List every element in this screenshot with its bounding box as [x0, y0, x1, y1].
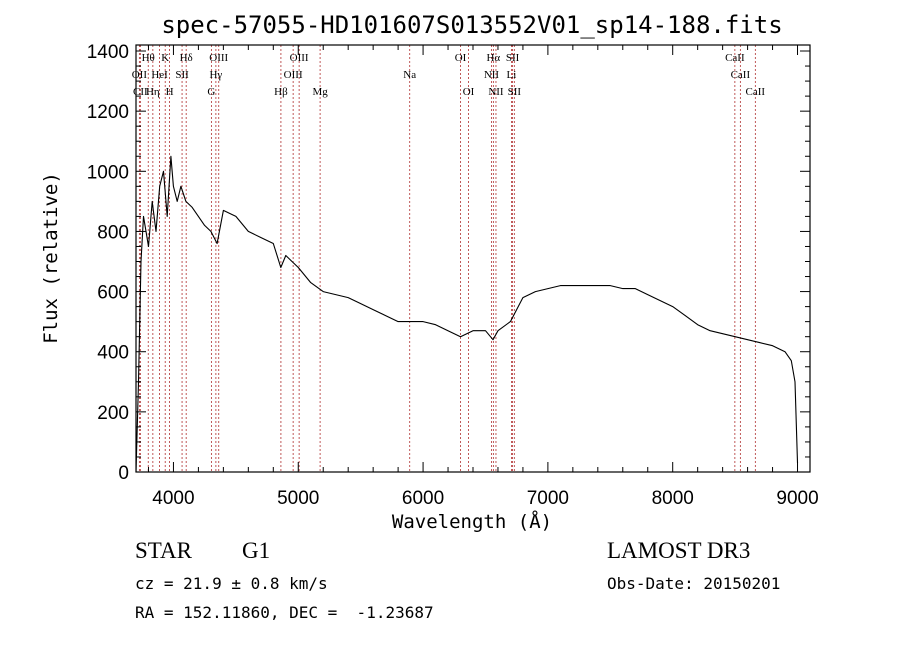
spectral-line-label: SII: [508, 86, 522, 98]
spectral-line-label: Hη: [146, 86, 160, 98]
survey-name: LAMOST DR3: [607, 538, 751, 563]
coordinates: RA = 152.11860, DEC = -1.23687: [135, 603, 434, 622]
spectral-line-label: OI: [455, 52, 467, 64]
x-axis-label: Wavelength (Å): [392, 510, 552, 533]
spectral-line-label: Mg: [312, 86, 328, 98]
x-tick-label: 9000: [776, 488, 818, 509]
spectral-line-label: Li: [507, 69, 517, 81]
y-tick-label: 800: [97, 222, 129, 243]
spectral-line-label: OIII: [209, 52, 228, 64]
plot-frame: [135, 44, 811, 473]
chart-title: spec-57055-HD101607S013552V01_sp14-188.f…: [161, 11, 782, 39]
x-tick-label: 8000: [652, 488, 694, 509]
x-tick-label: 7000: [527, 488, 569, 509]
y-tick-label: 400: [97, 343, 129, 364]
spectral-line-label: Hα: [486, 52, 500, 64]
spectral-line-label: SII: [175, 69, 189, 81]
y-axis-label: Flux (relative): [40, 172, 62, 344]
x-tick-label: 4000: [152, 488, 194, 509]
spectrum-series: [135, 155, 799, 473]
y-axis-ticks: 0 200 400 600 800 1000 1200 1400: [87, 42, 810, 484]
spectral-line-label: Hθ: [142, 52, 155, 64]
y-tick-label: 200: [97, 403, 129, 424]
spectrum-line: [135, 155, 799, 473]
spectral-line-label: K: [161, 52, 169, 64]
spectral-line-label: SII: [506, 52, 520, 64]
object-subclass: G1: [242, 538, 271, 563]
y-tick-label: 1200: [87, 102, 129, 123]
y-tick-label: 0: [118, 463, 129, 484]
spectral-line-label: Hβ: [274, 86, 288, 98]
x-tick-label: 5000: [277, 488, 319, 509]
x-axis-ticks: 4000 5000 6000 7000 8000 9000: [147, 45, 819, 509]
spectral-line-label: H: [166, 86, 174, 98]
spectral-line-label: CaII: [725, 52, 745, 64]
spectral-line-label: CaII: [746, 86, 766, 98]
spectral-line-label: OIII: [284, 69, 303, 81]
spectral-line-label: NII: [488, 86, 504, 98]
spectral-line-markers: [138, 45, 756, 472]
x-tick-label: 6000: [402, 488, 444, 509]
object-class: STAR: [135, 538, 192, 563]
redshift-readout: cz = 21.9 ± 0.8 km/s: [135, 574, 328, 593]
spectral-line-label: NII: [484, 69, 500, 81]
spectral-line-label: CaII: [731, 69, 751, 81]
spectral-line-label: Na: [403, 69, 416, 81]
spectral-line-label: OI: [463, 86, 475, 98]
spectral-line-label: HeI: [151, 69, 168, 81]
spectral-line-label: OIII: [290, 52, 309, 64]
spectral-line-label: Hγ: [209, 69, 222, 81]
y-tick-label: 1000: [87, 162, 129, 183]
spectral-line-label: CII: [133, 86, 148, 98]
spectral-line-label: G: [207, 86, 215, 98]
spectral-line-label: Hδ: [180, 52, 193, 64]
spectral-line-label: OII: [132, 69, 148, 81]
y-tick-label: 600: [97, 283, 129, 304]
y-tick-label: 1400: [87, 42, 129, 63]
obs-date: Obs-Date: 20150201: [607, 574, 781, 593]
